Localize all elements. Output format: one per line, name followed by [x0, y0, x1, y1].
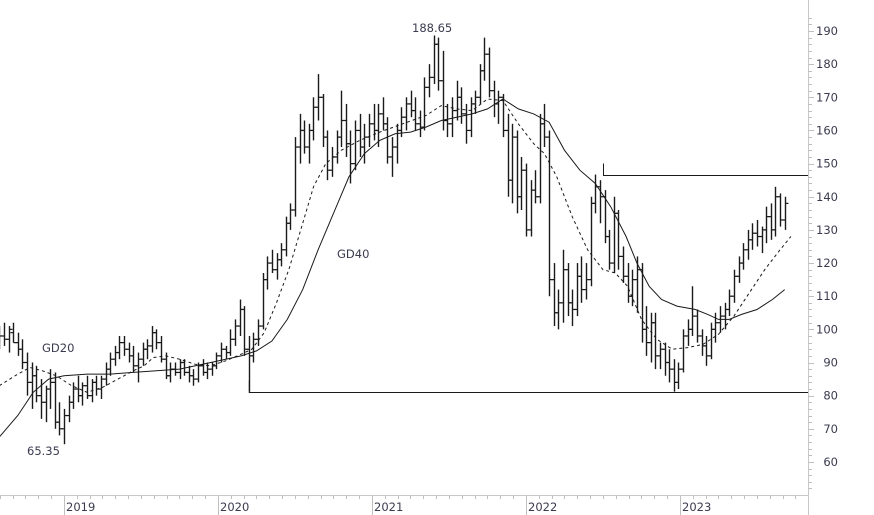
y-tick-label: 130 — [816, 223, 838, 237]
ohlc-bars — [0, 35, 789, 445]
y-tick-label: 190 — [816, 24, 838, 38]
gd40-label: GD40 — [337, 247, 369, 261]
x-tick-label: 2019 — [66, 500, 95, 514]
y-axis: 190 180 170 160 150 140 130 120 110 100 90 80 70 60 — [808, 0, 838, 515]
y-tick-label: 60 — [823, 455, 838, 469]
gd20-label: GD20 — [42, 341, 74, 355]
y-tick-label: 140 — [816, 190, 838, 204]
y-tick-label: 100 — [816, 322, 838, 336]
x-tick-label: 2020 — [220, 500, 249, 514]
gd40-line — [0, 98, 786, 438]
y-tick-label: 90 — [823, 356, 838, 370]
y-tick-label: 120 — [816, 256, 838, 270]
x-tick-label: 2021 — [374, 500, 403, 514]
y-tick-label: 80 — [823, 389, 838, 403]
x-tick-label: 2023 — [682, 500, 711, 514]
y-tick-label: 160 — [816, 123, 838, 137]
y-tick-label: 110 — [816, 289, 838, 303]
y-tick-label: 150 — [816, 157, 838, 171]
low-price-label: 65.35 — [27, 444, 60, 458]
high-price-label: 188.65 — [412, 21, 452, 35]
plot-area — [0, 35, 808, 445]
x-tick-label: 2022 — [528, 500, 557, 514]
x-axis: 2019 2020 2021 2022 2023 — [0, 495, 808, 515]
y-tick-label: 170 — [816, 90, 838, 104]
y-tick-label: 70 — [823, 422, 838, 436]
gd20-line — [0, 98, 792, 393]
y-tick-label: 180 — [816, 57, 838, 71]
